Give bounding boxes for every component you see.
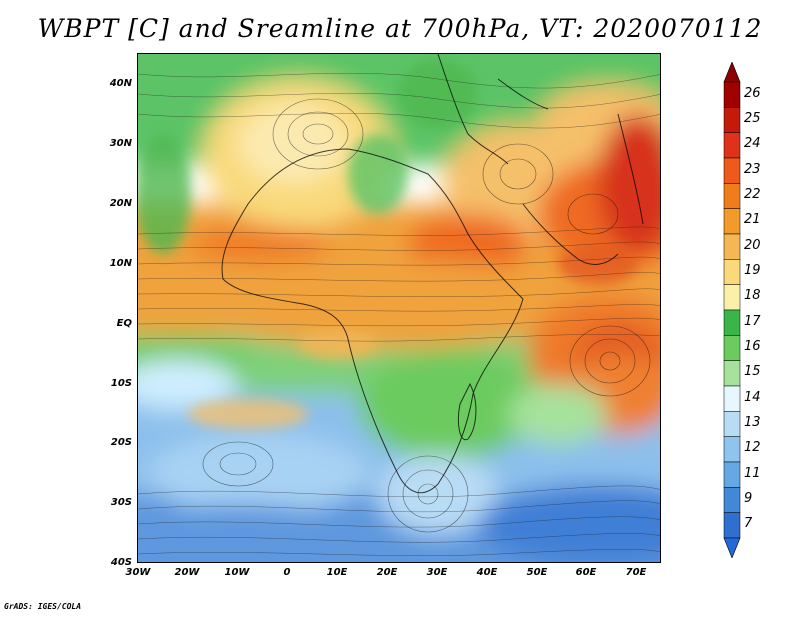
colorbar-cap-top <box>723 62 741 83</box>
colorbar-swatch <box>723 233 741 260</box>
colorbar-swatch <box>723 208 741 235</box>
colorbar <box>723 62 741 558</box>
lat-label: 20S <box>110 437 132 448</box>
colorbar-swatch <box>723 284 741 311</box>
lon-label: 40E <box>476 567 498 578</box>
colorbar-label: 9 <box>744 491 753 506</box>
lat-label: 10S <box>110 378 132 389</box>
colorbar-swatch <box>723 132 741 159</box>
lat-label: 30N <box>109 138 132 149</box>
colorbar-cap-bottom <box>723 537 741 558</box>
lon-label: 20W <box>174 567 200 578</box>
colorbar-swatch <box>723 385 741 412</box>
coastlines <box>221 54 644 494</box>
lon-label: 30W <box>125 567 151 578</box>
colorbar-swatch <box>723 81 741 108</box>
streamline-vortices <box>202 98 651 533</box>
colorbar-label: 26 <box>744 85 761 101</box>
lat-label: 40N <box>109 78 132 89</box>
colorbar-label: 25 <box>744 111 761 126</box>
colorbar-label: 7 <box>744 516 753 532</box>
lat-label: 40S <box>110 557 132 568</box>
colorbar-label: 12 <box>744 440 761 456</box>
lat-label: 10N <box>109 258 132 269</box>
colorbar-swatch <box>723 259 741 285</box>
colorbar-label: 11 <box>744 465 761 481</box>
map-canvas <box>138 54 660 562</box>
colorbar-label: 21 <box>744 212 761 228</box>
colorbar-label: 23 <box>744 161 761 177</box>
lon-label: 10E <box>326 567 348 578</box>
lon-label: 50E <box>526 567 548 578</box>
map-title: WBPT [C] and Sreamline at 700hPa, VT: 20… <box>37 14 763 43</box>
colorbar-label: 19 <box>744 263 761 278</box>
lon-label: 0 <box>283 567 291 578</box>
colorbar-label: 20 <box>744 237 761 253</box>
colorbar-label: 18 <box>744 288 761 304</box>
streamlines <box>138 72 660 556</box>
colorbar-label: 14 <box>744 389 761 405</box>
colorbar-swatch <box>723 360 741 387</box>
lon-label: 60E <box>575 567 597 578</box>
lat-label: 20N <box>109 198 132 209</box>
colorbar-swatch <box>723 183 741 209</box>
colorbar-label: 13 <box>744 415 761 430</box>
colorbar-label: 16 <box>744 339 761 354</box>
lat-label: EQ <box>116 318 132 329</box>
colorbar-label: 17 <box>744 313 761 329</box>
colorbar-swatch <box>723 436 741 463</box>
lon-label: 20E <box>376 567 398 578</box>
colorbar-label: 22 <box>744 187 761 202</box>
colorbar-swatch <box>723 512 741 539</box>
colorbar-swatch <box>723 309 741 336</box>
lon-label: 10W <box>224 567 250 578</box>
colorbar-label: 15 <box>744 364 761 380</box>
credit-label: GrADS: IGES/COLA <box>4 602 82 611</box>
colorbar-swatch <box>723 461 741 488</box>
lat-label: 30S <box>110 497 132 508</box>
colorbar-swatch <box>723 335 741 361</box>
colorbar-swatch <box>723 487 741 513</box>
lon-label: 30E <box>426 567 448 578</box>
wbpt-field <box>138 54 660 562</box>
wbpt-streamline-map <box>137 53 661 563</box>
colorbar-swatch <box>723 107 741 133</box>
colorbar-swatch <box>723 157 741 184</box>
colorbar-swatch <box>723 411 741 437</box>
colorbar-label: 24 <box>744 136 761 152</box>
lon-label: 70E <box>625 567 647 578</box>
